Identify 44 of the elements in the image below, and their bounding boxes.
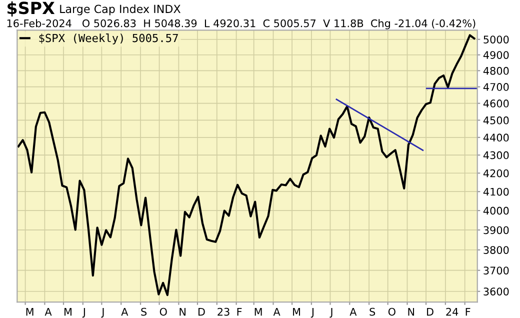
x-tick-label: O bbox=[160, 308, 167, 316]
y-tick-label: 4000 bbox=[483, 206, 509, 215]
line-series bbox=[17, 34, 476, 296]
x-tick-label: J bbox=[310, 308, 314, 318]
x-tick-label: J bbox=[82, 308, 85, 318]
x-tick-label: F bbox=[237, 308, 242, 316]
y-tick-label: 5000 bbox=[484, 36, 509, 44]
y-tick-label: 4400 bbox=[483, 134, 509, 142]
y-tick-label: 4900 bbox=[483, 51, 509, 59]
chart-title: $SPX bbox=[8, 1, 55, 16]
y-tick-label: 4500 bbox=[483, 116, 509, 124]
x-tick-label: F bbox=[466, 308, 470, 316]
x-tick-label: M bbox=[26, 308, 34, 316]
x-tick-label: J bbox=[330, 308, 332, 318]
x-tick-label: 23 bbox=[218, 308, 230, 316]
x-tick-label: J bbox=[101, 308, 104, 318]
y-tick-label: 3800 bbox=[484, 246, 509, 254]
x-tick-label: A bbox=[350, 308, 357, 316]
x-tick-label: A bbox=[121, 308, 128, 316]
y-tick-label: 3600 bbox=[484, 288, 509, 296]
y-tick-label: 4100 bbox=[483, 188, 509, 196]
x-tick-label: M bbox=[293, 308, 300, 316]
text: 16-Feb-2024 O 5026.83 H 5048.39 L 4920.31 C 5005.57 V 11.8B Chg -21.04 (-0.42%) bbox=[7, 19, 476, 30]
y-tick-label: 4800 bbox=[483, 66, 509, 75]
x-tick-label: N bbox=[180, 308, 186, 316]
x-tick-label: A bbox=[273, 308, 280, 316]
y-tick-label: 4300 bbox=[483, 151, 509, 160]
chart-subtitle: Large Cap Index INDX bbox=[60, 4, 180, 16]
x-tick-label: D bbox=[198, 308, 205, 316]
y-tick-label: 3700 bbox=[484, 266, 509, 274]
y-tick-label: 3900 bbox=[484, 226, 509, 234]
y-tick-label: 4200 bbox=[483, 169, 509, 178]
y-tick-label: 4700 bbox=[483, 83, 509, 91]
x-tick-label: N bbox=[408, 308, 414, 316]
x-tick-label: 24 bbox=[446, 308, 458, 316]
x-tick-label: D bbox=[427, 308, 434, 316]
legend-label: $SPX (Weekly) 5005.57 bbox=[39, 34, 178, 44]
x-tick-label: M bbox=[64, 308, 72, 316]
x-tick-label: M bbox=[254, 308, 262, 316]
x-tick-label: S bbox=[370, 308, 376, 316]
y-tick-label: 4600 bbox=[483, 100, 509, 108]
x-tick-label: O bbox=[388, 308, 396, 316]
x-tick-label: A bbox=[44, 308, 52, 316]
x-tick-label: S bbox=[141, 308, 147, 316]
